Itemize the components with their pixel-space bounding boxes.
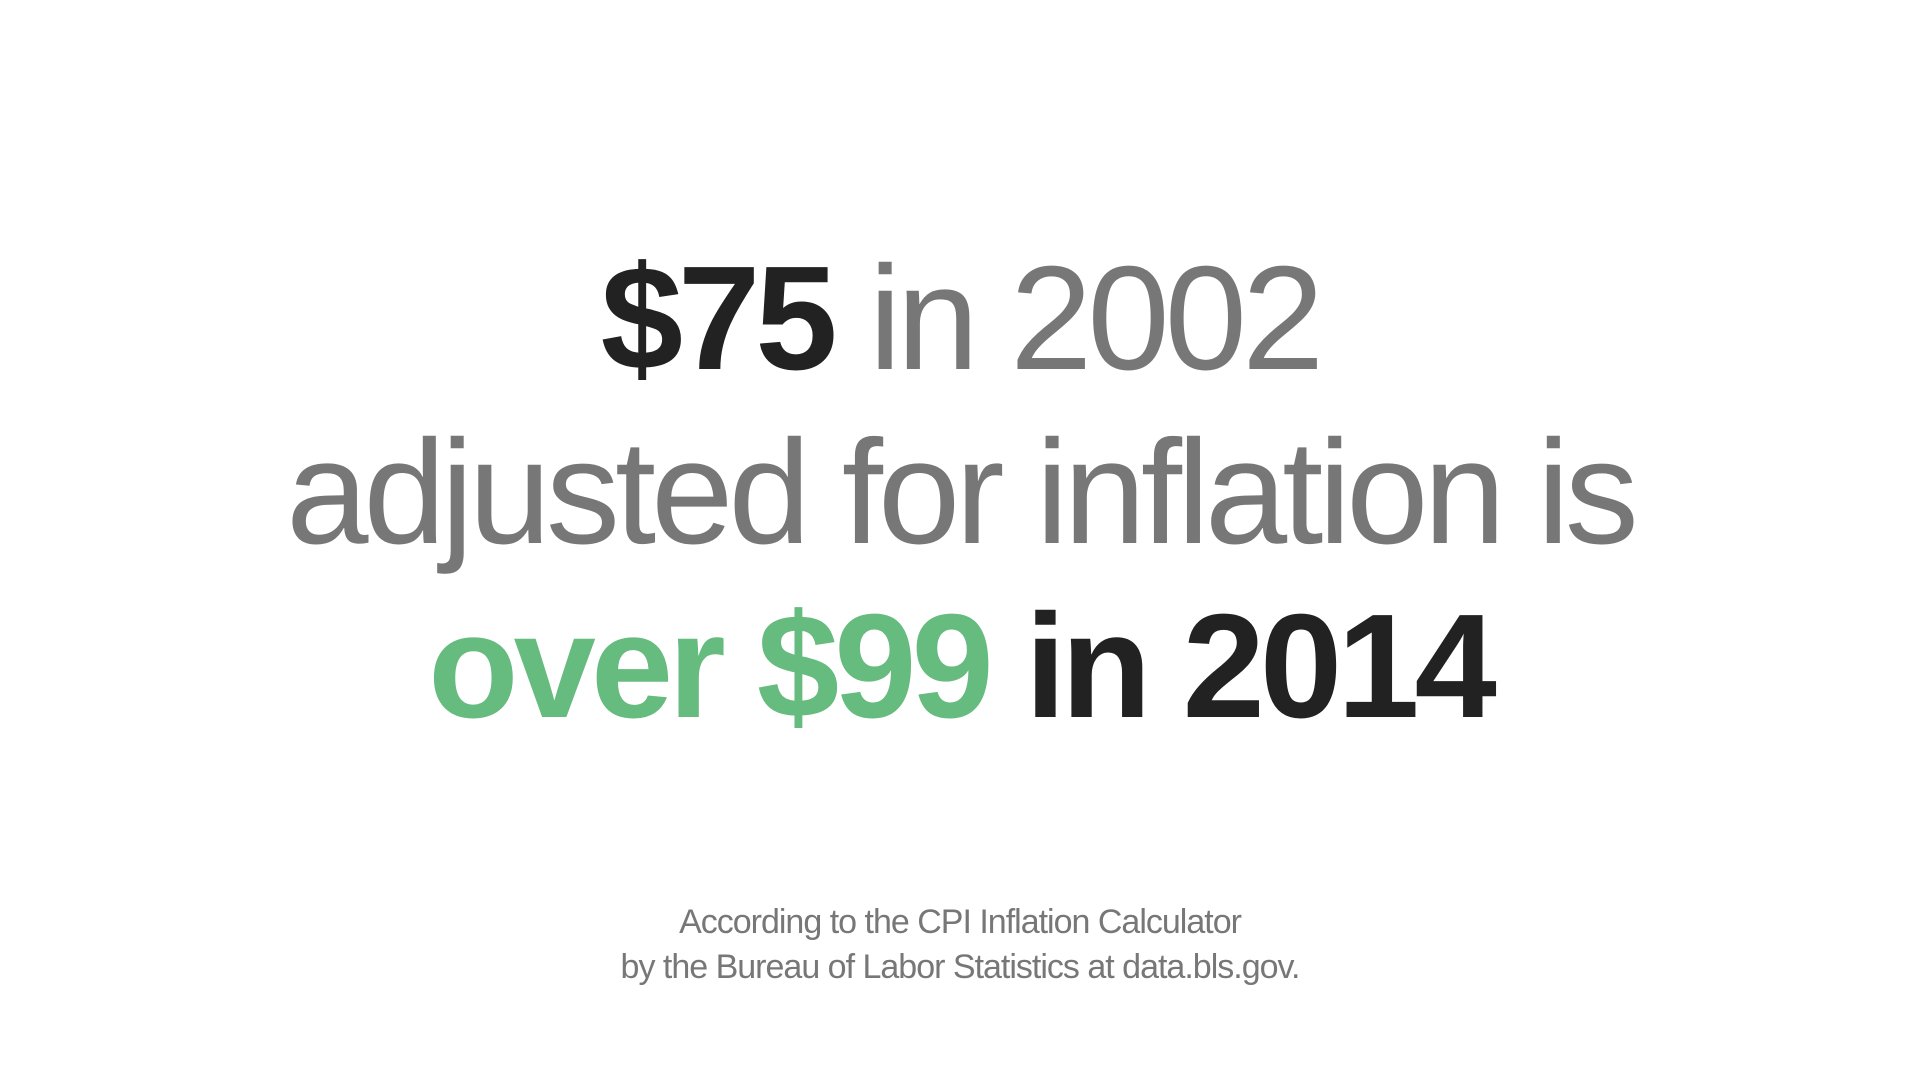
footnote-line-1: According to the CPI Inflation Calculato… [679,903,1242,941]
headline: $75 in 2002 adjusted for inflation is ov… [0,232,1920,754]
headline-line-2: adjusted for inflation is [286,410,1639,575]
footnote-line-2: by the Bureau of Labor Statistics at dat… [620,948,1301,986]
source-footnote: According to the CPI Inflation Calculato… [0,900,1920,990]
original-amount: $75 [600,236,838,401]
headline-line-1: $75 in 2002 [0,232,1920,406]
headline-line-3: over $99 in 2014 [0,580,1920,754]
adjusted-amount: over $99 [428,584,994,749]
adjusted-year-text: in 2014 [988,584,1497,749]
original-year-text: in 2002 [832,236,1325,401]
